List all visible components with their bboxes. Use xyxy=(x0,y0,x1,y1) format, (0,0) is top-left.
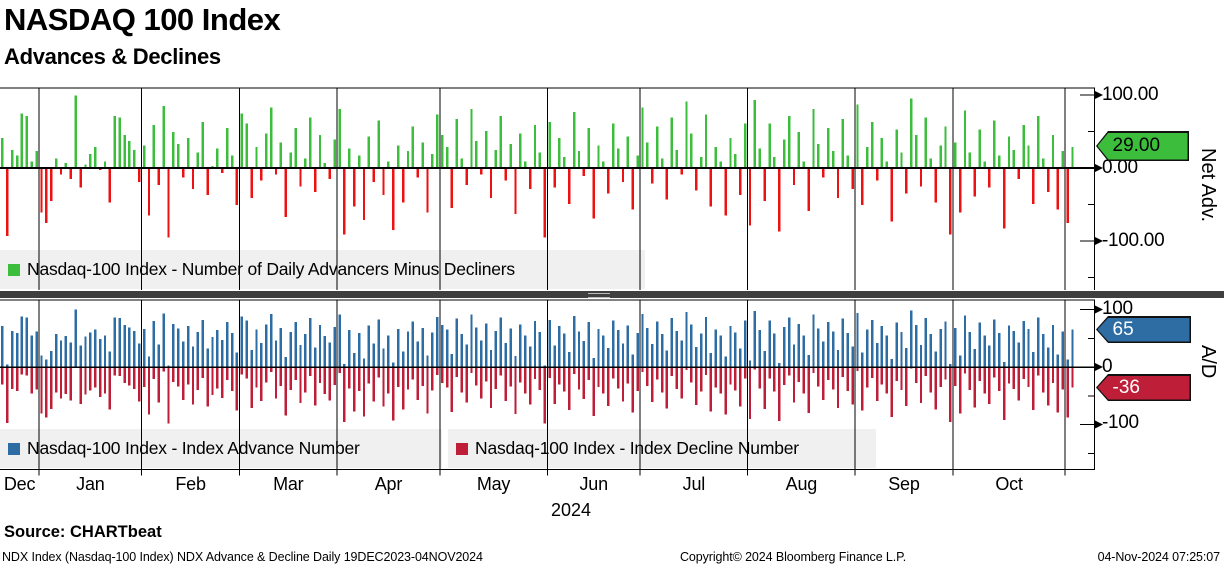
net-advancers-swatch-icon xyxy=(8,263,20,276)
x-axis-month-label: Aug xyxy=(785,474,818,494)
legend-item-advance[interactable]: Nasdaq-100 Index - Index Advance Number xyxy=(0,429,450,468)
advance-decline-chart-panel[interactable] xyxy=(0,298,1105,478)
x-axis-month-label: May xyxy=(476,474,511,494)
top-axis-tick-m100: -100.00 xyxy=(1102,230,1165,251)
divider-grip-icon xyxy=(588,293,610,298)
x-axis-month-label: Oct xyxy=(995,474,1023,494)
decline-last-value: -36 xyxy=(1097,375,1190,400)
top-legend-background xyxy=(0,250,645,289)
x-axis-month-label: Feb xyxy=(175,474,206,494)
legend-item-net-advancers[interactable]: Nasdaq-100 Index - Number of Daily Advan… xyxy=(0,250,653,289)
decline-swatch-icon xyxy=(456,442,468,455)
legend-item-decline[interactable]: Nasdaq-100 Index - Index Decline Number xyxy=(448,429,884,468)
x-axis-month-row: Dec Jan Feb Mar Apr May Jun Jul Aug Sep Oct xyxy=(0,474,1100,496)
bottom-axis-tick-0: 0 xyxy=(1102,356,1113,377)
panel-resize-divider[interactable] xyxy=(0,291,1224,298)
bottom-axis-tick-m100: -100 xyxy=(1102,412,1139,433)
x-axis-month-label: Apr xyxy=(374,474,403,494)
top-axis-tick-100: 100.00 xyxy=(1102,84,1159,105)
decline-last-value-tag: -36 xyxy=(1096,374,1191,401)
page-subtitle: Advances & Declines xyxy=(4,44,221,69)
decline-legend-background xyxy=(448,429,876,468)
net-advancers-chart-panel[interactable] xyxy=(0,85,1105,290)
legend-net-advancers-label: Nasdaq-100 Index - Number of Daily Advan… xyxy=(27,259,515,279)
x-axis-month-label: Jul xyxy=(682,474,706,494)
legend-decline-label: Nasdaq-100 Index - Index Decline Number xyxy=(475,438,799,458)
advance-last-value: 65 xyxy=(1097,317,1190,342)
x-axis-year-label: 2024 xyxy=(550,500,592,520)
top-axis-tick-0: 0.00 xyxy=(1102,157,1138,178)
source-label: Source: CHARTbeat xyxy=(4,523,162,541)
top-axis-title: Net Adv. xyxy=(1197,148,1219,223)
footer-timestamp: 04-Nov-2024 07:25:07 xyxy=(1097,550,1221,564)
advance-last-value-tag: 65 xyxy=(1096,316,1191,343)
footer-description: NDX Index (Nasdaq-100 Index) NDX Advance… xyxy=(2,550,483,564)
net-adv-last-value-tag: 29.00 xyxy=(1096,131,1189,161)
footer-copyright: Copyright© 2024 Bloomberg Finance L.P. xyxy=(680,550,907,564)
advance-legend-background xyxy=(0,429,442,468)
x-axis-month-label: Dec xyxy=(3,474,36,494)
x-axis-month-label: Sep xyxy=(888,474,920,494)
x-axis-month-label: Mar xyxy=(273,474,304,494)
x-axis-month-label: Jun xyxy=(579,474,608,494)
bottom-axis-title: A/D xyxy=(1197,345,1219,379)
page-title: NASDAQ 100 Index xyxy=(4,2,281,37)
bottom-axis-tick-100: 100 xyxy=(1102,298,1133,319)
x-axis-month-label: Jan xyxy=(76,474,105,494)
advance-swatch-icon xyxy=(8,442,20,455)
legend-advance-label: Nasdaq-100 Index - Index Advance Number xyxy=(27,438,360,458)
net-adv-last-value: 29.00 xyxy=(1097,132,1188,160)
